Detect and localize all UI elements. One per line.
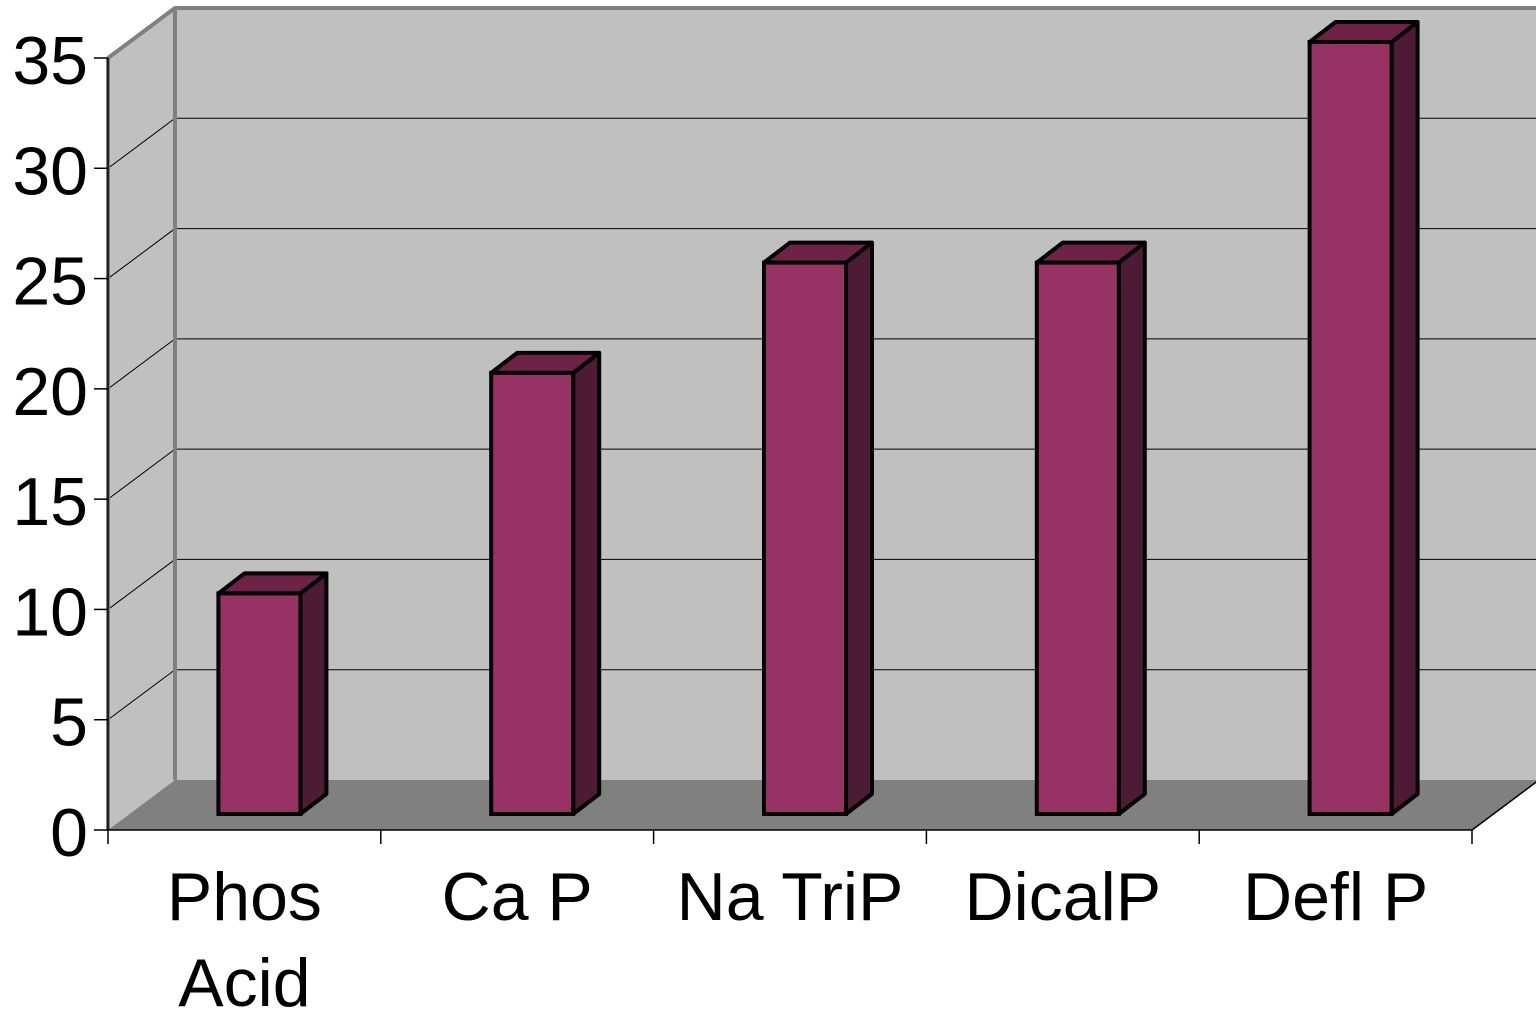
gridline-side xyxy=(107,448,176,500)
bar xyxy=(1034,240,1147,817)
y-tick-label: 0 xyxy=(50,795,88,871)
x-tick-labels: Phos Acid Ca P Na TriP DicalP Defl P xyxy=(167,859,1428,1017)
y-tick-labels: 0 5 10 15 20 25 30 35 xyxy=(12,23,88,871)
x-axis-depth xyxy=(1471,781,1536,831)
gridline-side xyxy=(107,559,176,610)
gridline-side xyxy=(107,228,176,279)
y-tick-label: 15 xyxy=(12,464,88,540)
x-tick-label: Defl P xyxy=(1243,859,1428,935)
bar-side-face xyxy=(298,571,329,816)
y-tick-label: 30 xyxy=(12,133,88,209)
bars xyxy=(216,20,1420,817)
bar-front-face xyxy=(762,260,848,817)
y-tick-label: 25 xyxy=(12,244,88,320)
y-tick-label: 5 xyxy=(50,685,88,761)
bar-side-face xyxy=(844,240,874,816)
bar-side-face xyxy=(571,350,602,816)
bar-front-face xyxy=(1034,260,1121,817)
side-wall xyxy=(108,8,175,830)
y-tick-label: 20 xyxy=(12,354,88,430)
bar xyxy=(216,571,329,817)
bar xyxy=(1307,20,1420,816)
gridline-side xyxy=(107,338,176,390)
bar-side-face xyxy=(1116,240,1147,816)
x-tick-label: Na TriP xyxy=(677,859,904,935)
bar-front-face xyxy=(489,370,576,816)
bar xyxy=(762,240,874,817)
x-tick-label: DicalP xyxy=(965,859,1162,935)
bar-side-face xyxy=(1389,20,1420,816)
bar-front-face xyxy=(216,591,303,817)
axes xyxy=(94,6,1536,844)
gridline-side xyxy=(107,117,176,169)
x-tick-label: Phos Acid xyxy=(167,859,322,1012)
bar-front-face xyxy=(1307,40,1394,816)
gridline-side xyxy=(107,669,176,721)
y-tick-label: 35 xyxy=(12,23,88,99)
y-tick-label: 10 xyxy=(12,574,88,650)
bar xyxy=(489,350,602,816)
x-tick-label: Ca P xyxy=(442,859,593,935)
